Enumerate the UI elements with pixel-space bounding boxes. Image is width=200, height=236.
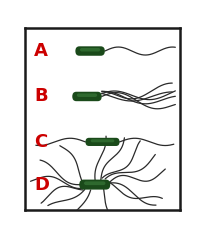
FancyBboxPatch shape [79, 180, 110, 190]
Text: A: A [34, 42, 48, 60]
FancyBboxPatch shape [75, 46, 105, 56]
Text: C: C [34, 133, 48, 151]
FancyBboxPatch shape [80, 48, 100, 51]
Text: D: D [34, 176, 49, 194]
FancyBboxPatch shape [85, 138, 120, 146]
FancyBboxPatch shape [77, 93, 97, 97]
Text: B: B [34, 88, 48, 105]
FancyBboxPatch shape [72, 92, 102, 101]
FancyBboxPatch shape [91, 139, 114, 142]
FancyBboxPatch shape [84, 181, 106, 185]
